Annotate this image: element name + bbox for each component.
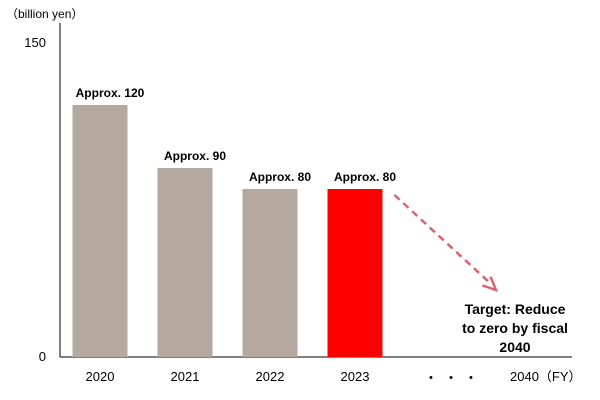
data-label-2023: Approx. 80 xyxy=(334,170,396,184)
target-label-line-1: Target: Reduce xyxy=(465,301,566,317)
data-label-2020: Approx. 120 xyxy=(76,86,145,100)
y-tick-label-zero: 0 xyxy=(39,349,46,364)
x-tick-label-2021: 2021 xyxy=(171,369,200,384)
target-label-line-3: 2040 xyxy=(499,339,530,355)
x-tick-label-2020: 2020 xyxy=(86,369,115,384)
trend-arrow xyxy=(393,194,499,293)
bar-2022 xyxy=(242,189,298,357)
trend-arrow-head xyxy=(482,276,499,293)
x-tick-label-2023: 2023 xyxy=(341,369,370,384)
unit-label: （billion yen） xyxy=(6,7,83,21)
bar-2021 xyxy=(157,168,213,357)
axis-ellipsis: ・・・ xyxy=(424,370,484,386)
target-label-line-2: to zero by fiscal xyxy=(462,320,568,336)
x-tick-label-2022: 2022 xyxy=(256,369,285,384)
data-label-2022: Approx. 80 xyxy=(249,170,311,184)
bar-2023 xyxy=(327,189,383,357)
data-label-2021: Approx. 90 xyxy=(164,149,226,163)
trend-arrow-line xyxy=(393,194,491,284)
y-tick-label-max: 150 xyxy=(24,35,46,50)
bar-2020 xyxy=(72,105,128,357)
bars-group: Approx. 120 2020 Approx. 90 2021 Approx. 80 2… xyxy=(72,86,396,384)
x-tick-label-target: 2040（FY） xyxy=(510,369,582,384)
